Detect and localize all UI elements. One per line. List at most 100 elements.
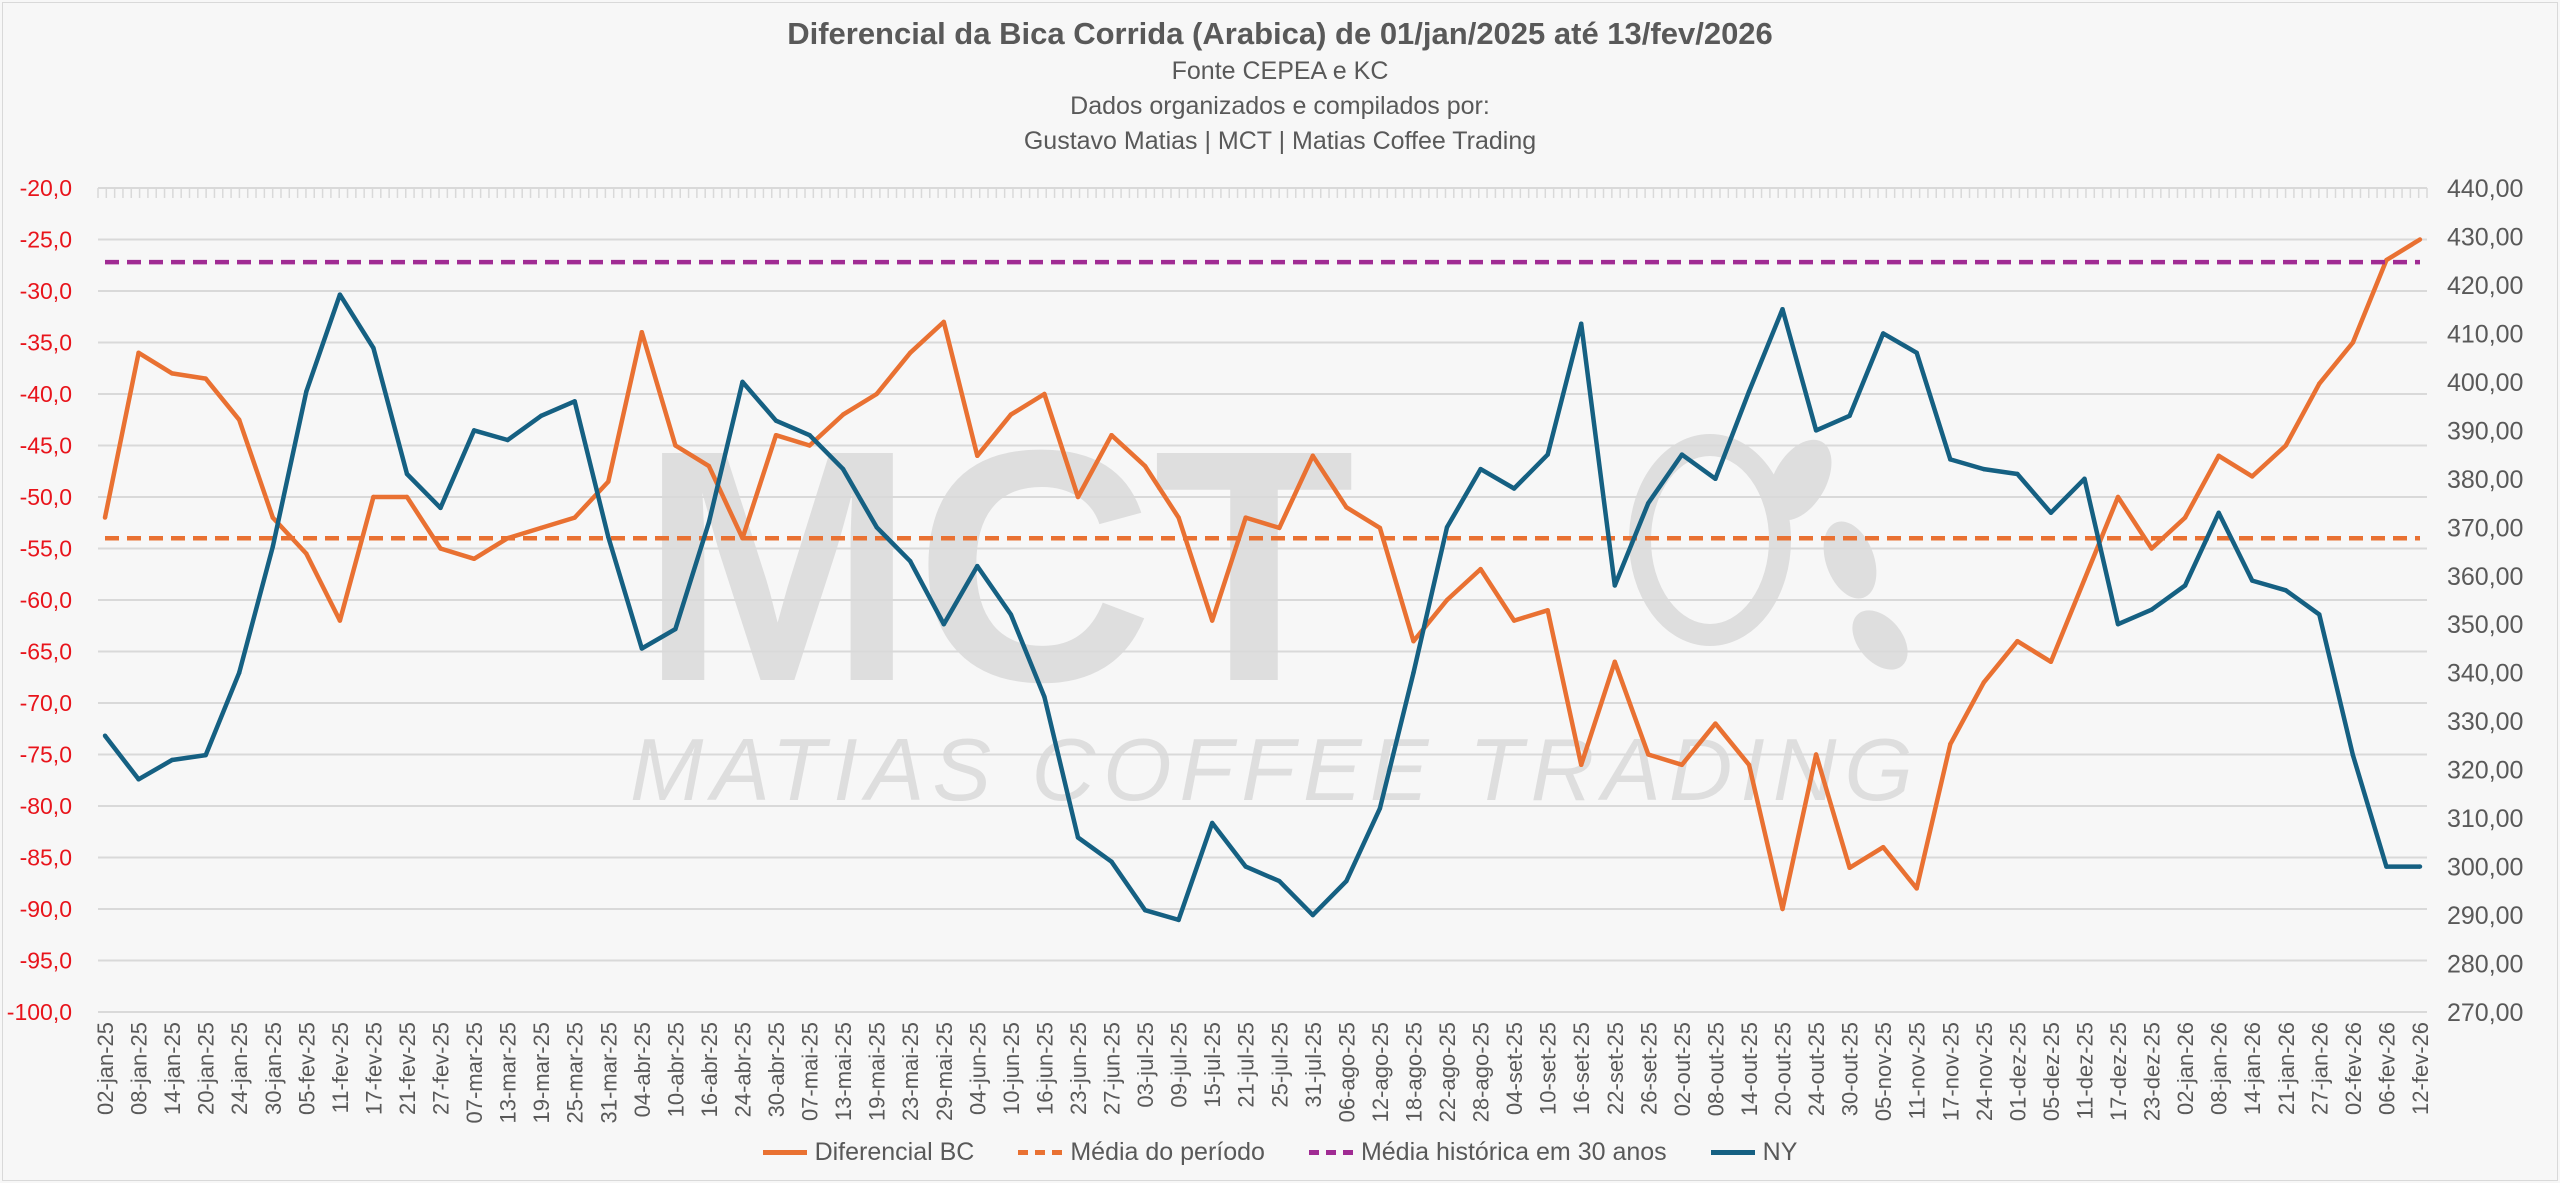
- bc-data-point: [1948, 742, 1953, 747]
- x-axis-tick-label: 01-dez-25: [2005, 1022, 2030, 1121]
- x-axis-tick-label: 05-dez-25: [2039, 1022, 2064, 1121]
- ny-data-point: [2216, 510, 2221, 515]
- series-line-ny: [103, 292, 2420, 923]
- left-axis-tick-label: -65,0: [20, 639, 72, 665]
- bc-data-point: [2015, 639, 2020, 644]
- ny-data-point: [304, 389, 309, 394]
- x-axis-tick-label: 02-out-25: [1670, 1022, 1695, 1116]
- ny-data-point: [1679, 452, 1685, 457]
- x-axis-tick-label: 23-dez-25: [2140, 1022, 2165, 1121]
- bc-data-point: [102, 515, 108, 520]
- ny-data-point: [1142, 908, 1148, 913]
- x-axis-tick-label: 20-jan-25: [194, 1022, 219, 1115]
- x-axis-tick-label: 24-out-25: [1804, 1022, 1829, 1116]
- x-axis-tick-label: 30-abr-25: [764, 1022, 789, 1117]
- coffee-bean-icon: [1768, 439, 1832, 521]
- ny-data-point: [1981, 466, 1987, 472]
- x-axis-tick-label: 21-jul-25: [1234, 1022, 1259, 1108]
- chart-subtitle-author: Gustavo Matias | MCT | Matias Coffee Tra…: [1023, 127, 1537, 155]
- bc-data-point: [2115, 494, 2121, 500]
- right-axis-tick-label: 400,00: [2447, 369, 2523, 397]
- ny-data-point: [371, 345, 376, 351]
- x-axis-tick-label: 29-mai-25: [932, 1022, 957, 1121]
- ny-data-point: [2115, 622, 2121, 627]
- left-axis-tick-label: -95,0: [20, 948, 72, 974]
- x-axis-tick-label: 11-nov-25: [1905, 1022, 1930, 1119]
- ny-data-point: [1579, 321, 1584, 326]
- x-axis-tick-label: 17-nov-25: [1938, 1022, 1963, 1121]
- ny-data-point: [572, 399, 577, 404]
- x-axis-tick-label: 03-jul-25: [1133, 1022, 1158, 1108]
- x-axis-tick-label: 08-jan-25: [127, 1022, 152, 1115]
- x-axis-tick-label: 27-jun-25: [1100, 1022, 1125, 1115]
- x-axis-tick-label: 26-set-25: [1636, 1022, 1661, 1115]
- x-axis-tick-label: 24-abr-25: [730, 1022, 755, 1117]
- bc-data-point: [1981, 680, 1987, 685]
- ny-data-point: [941, 622, 946, 627]
- legend-item-media-historica: Média histórica em 30 anos: [1308, 1138, 1667, 1167]
- ny-data-point: [169, 757, 175, 763]
- left-axis-tick-label: -40,0: [20, 381, 72, 407]
- x-axis-tick-label: 22-set-25: [1603, 1022, 1628, 1115]
- legend-label: NY: [1762, 1138, 1798, 1166]
- bc-data-point: [136, 350, 141, 355]
- bc-data-point: [1713, 721, 1718, 726]
- bc-data-point: [1075, 494, 1081, 500]
- bc-data-point: [304, 551, 309, 556]
- x-axis-tick-label: 04-set-25: [1502, 1022, 1527, 1115]
- ny-data-point: [1880, 331, 1886, 336]
- ny-data-point: [2149, 607, 2154, 612]
- x-axis-tick-label: 28-ago-25: [1469, 1022, 1494, 1122]
- x-axis-tick-label: 16-abr-25: [697, 1022, 722, 1117]
- ny-data-point: [2384, 864, 2389, 869]
- ny-data-point: [740, 379, 745, 385]
- ny-data-point: [2350, 752, 2356, 758]
- bc-data-point: [1746, 762, 1752, 767]
- watermark-tagline: MATIAS COFFEE TRADING: [630, 720, 1921, 819]
- x-axis-tick-label: 10-set-25: [1536, 1022, 1561, 1115]
- bc-data-point: [673, 443, 678, 448]
- ny-data-point: [404, 471, 410, 477]
- x-axis-tick-label: 02-jan-26: [2173, 1022, 2198, 1115]
- ny-data-point: [1511, 486, 1517, 491]
- right-axis-tick-label: 280,00: [2447, 951, 2523, 979]
- x-axis-tick-label: 05-nov-25: [1871, 1022, 1896, 1121]
- ny-data-point: [1813, 428, 1819, 433]
- bc-data-point: [639, 330, 645, 335]
- ny-data-point: [773, 418, 779, 423]
- x-axis-tick-label: 30-jan-25: [261, 1022, 286, 1115]
- chart-header: Diferencial da Bica Corrida (Arabica) de…: [0, 14, 2560, 159]
- legend-label: Diferencial BC: [814, 1138, 975, 1166]
- bc-data-point: [1646, 752, 1651, 757]
- chart-legend: Diferencial BC Média do período Média hi…: [0, 1138, 2560, 1167]
- x-axis-tick-label: 31-jul-25: [1301, 1022, 1326, 1108]
- bc-data-point: [773, 433, 779, 438]
- x-axis-tick-label: 04-jun-25: [965, 1022, 990, 1115]
- x-axis-tick-label: 07-mar-25: [462, 1022, 487, 1123]
- bc-data-point: [1109, 433, 1114, 438]
- x-axis-tick-label: 11-fev-25: [328, 1022, 353, 1113]
- bc-data-point: [840, 412, 846, 417]
- ny-data-point: [1209, 820, 1215, 826]
- bc-data-point: [169, 371, 175, 376]
- right-axis-tick-label: 370,00: [2447, 514, 2523, 542]
- ny-data-point: [505, 437, 510, 443]
- bc-data-point: [908, 350, 913, 355]
- left-axis-tick-label: -45,0: [20, 433, 72, 459]
- coffee-bean-icon: [1823, 521, 1877, 599]
- x-axis-tick-label: 06-fev-26: [2374, 1022, 2399, 1115]
- legend-swatch-solid: [762, 1150, 807, 1155]
- ny-data-point: [1948, 457, 1953, 462]
- ny-data-point: [1612, 583, 1617, 588]
- left-axis-tick-label: -30,0: [20, 278, 72, 304]
- ny-data-point: [2417, 864, 2423, 869]
- right-axis-tick-label: 410,00: [2447, 320, 2523, 348]
- x-axis-tick-label: 23-mai-25: [898, 1022, 923, 1121]
- x-axis-tick-label: 21-jan-26: [2274, 1022, 2299, 1115]
- left-axis-tick-label: -70,0: [20, 690, 72, 716]
- x-axis-tick-label: 08-jan-26: [2207, 1022, 2232, 1115]
- bc-data-point: [1277, 525, 1282, 531]
- bc-data-point: [1478, 566, 1483, 572]
- mct-watermark-logo: MCT MATIAS COFFEE TRADING: [630, 381, 1921, 819]
